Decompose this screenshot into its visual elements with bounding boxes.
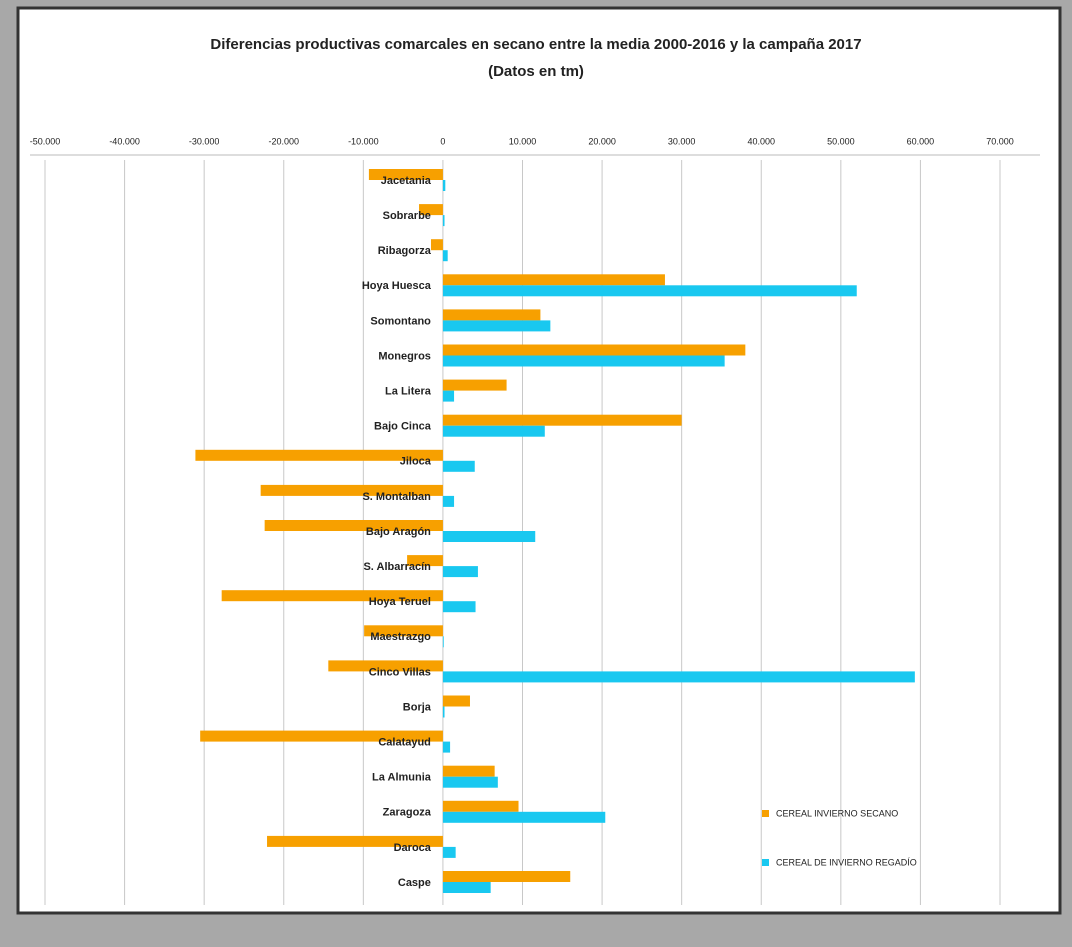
- category-label: Borja: [403, 701, 432, 713]
- category-label: Daroca: [394, 842, 432, 854]
- bar: [442, 320, 551, 332]
- bar: [221, 590, 443, 602]
- bar: [442, 495, 455, 507]
- category-label: Hoya Huesca: [362, 280, 432, 292]
- category-label: Somontano: [370, 315, 431, 327]
- legend-label: CEREAL INVIERNO SECANO: [776, 808, 898, 818]
- bar: [442, 636, 444, 648]
- bar: [430, 239, 443, 251]
- bar: [442, 285, 857, 297]
- bar: [442, 741, 451, 753]
- bar: [442, 215, 445, 227]
- chart-title: Diferencias productivas comarcales en se…: [210, 36, 861, 53]
- bar: [364, 625, 443, 637]
- bar: [260, 484, 443, 496]
- bar: [442, 882, 491, 893]
- bar: [442, 601, 476, 613]
- bar: [442, 811, 606, 823]
- category-label: La Almunia: [372, 772, 432, 784]
- bar: [442, 309, 541, 321]
- category-label: S. Albarracín: [363, 561, 431, 573]
- x-tick-label: -40.000: [109, 136, 140, 146]
- legend-swatch: [762, 859, 769, 866]
- category-label: Zaragoza: [383, 807, 432, 819]
- category-label: La Litera: [385, 386, 432, 398]
- category-label: Jiloca: [400, 456, 432, 468]
- bar: [200, 730, 443, 742]
- category-label: Sobrarbe: [383, 210, 431, 222]
- bar: [419, 204, 443, 216]
- category-label: S. Montalban: [362, 491, 431, 503]
- bar: [442, 695, 470, 707]
- category-label: Hoya Teruel: [369, 596, 431, 608]
- bar: [442, 414, 682, 426]
- bar: [442, 344, 746, 356]
- bar: [442, 871, 571, 882]
- x-tick-label: 0: [440, 136, 445, 146]
- x-tick-label: 70.000: [986, 136, 1014, 146]
- bar: [264, 520, 443, 531]
- legend-label: CEREAL DE INVIERNO REGADÍO: [776, 857, 917, 867]
- x-tick-label: -30.000: [189, 136, 220, 146]
- bar: [442, 180, 446, 191]
- category-label: Bajo Cinca: [374, 421, 432, 433]
- category-label: Maestrazgo: [370, 631, 431, 643]
- bar: [442, 390, 455, 402]
- bar: [368, 169, 443, 180]
- bar: [442, 566, 478, 578]
- bar: [442, 250, 448, 262]
- x-tick-label: 30.000: [668, 136, 696, 146]
- category-label: Cinco Villas: [369, 666, 431, 678]
- bar: [442, 765, 495, 777]
- bar: [442, 671, 915, 683]
- bar: [267, 835, 443, 847]
- bar: [442, 531, 536, 542]
- x-tick-label: -50.000: [30, 136, 61, 146]
- bar: [442, 846, 456, 858]
- x-tick-label: 50.000: [827, 136, 855, 146]
- bar: [442, 274, 665, 286]
- bar: [195, 449, 443, 461]
- bar: [328, 660, 443, 672]
- x-tick-label: 10.000: [509, 136, 537, 146]
- bar: [442, 706, 445, 718]
- x-tick-label: 60.000: [907, 136, 935, 146]
- category-label: Jacetania: [381, 175, 432, 187]
- x-tick-label: -20.000: [268, 136, 299, 146]
- bar: [442, 425, 545, 437]
- x-tick-label: 40.000: [747, 136, 775, 146]
- bar: [442, 776, 498, 788]
- legend-swatch: [762, 810, 769, 817]
- category-label: Ribagorza: [378, 245, 432, 257]
- chart-subtitle: (Datos en tm): [488, 63, 584, 80]
- x-tick-label: 20.000: [588, 136, 616, 146]
- bar: [442, 355, 725, 367]
- category-label: Calatayud: [378, 737, 431, 749]
- bar: [442, 379, 507, 391]
- category-label: Caspe: [398, 877, 431, 889]
- category-label: Bajo Aragón: [366, 526, 431, 538]
- bar: [442, 800, 519, 812]
- bar: [407, 555, 443, 567]
- category-label: Monegros: [378, 350, 431, 362]
- bar: [442, 460, 475, 472]
- x-tick-label: -10.000: [348, 136, 379, 146]
- chart-frame: [16, 6, 1062, 915]
